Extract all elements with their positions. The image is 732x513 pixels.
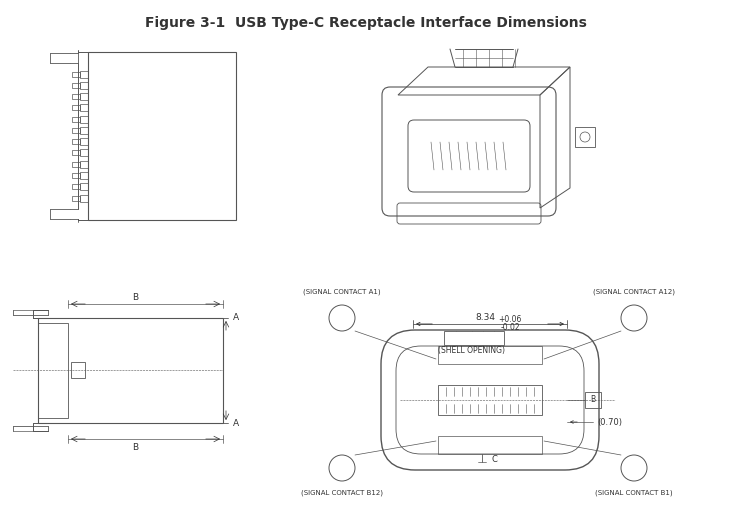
Bar [438,385,542,415]
Text: (0.70): (0.70) [597,418,622,426]
Bar [72,184,80,189]
Bar [72,94,80,99]
Bar [80,138,88,145]
Circle shape [329,305,355,331]
Bar [72,83,80,88]
Text: 8.34: 8.34 [475,312,495,322]
Text: B: B [132,444,138,452]
Bar [80,172,88,179]
Bar [72,150,80,155]
Bar [72,195,80,201]
Text: C: C [491,337,497,345]
Bar [80,194,88,202]
Bar [80,82,88,89]
Bar [80,183,88,190]
Text: C: C [496,335,501,341]
Bar [72,128,80,133]
Bar [88,52,236,220]
Text: B: B [132,292,138,302]
Text: (SIGNAL CONTACT A1): (SIGNAL CONTACT A1) [303,289,381,295]
Text: B: B [591,396,596,404]
Circle shape [621,305,647,331]
Bar [71,362,85,378]
Text: A: A [233,419,239,427]
Text: B3: B3 [337,464,347,472]
Bar [72,162,80,167]
Circle shape [329,455,355,481]
Bar [438,436,542,454]
Text: +0.06: +0.06 [498,315,522,325]
Bar [72,173,80,178]
Text: B2: B2 [629,313,639,323]
Text: B: B [485,335,490,341]
Circle shape [621,455,647,481]
Bar [80,104,88,111]
Bar [585,392,601,408]
Text: B4: B4 [629,464,639,472]
Text: A: A [474,335,479,341]
Bar [38,323,68,418]
Text: (SHELL OPENING): (SHELL OPENING) [438,346,506,356]
Bar [72,139,80,144]
Bar [80,70,88,77]
Text: ⊕: ⊕ [447,333,453,343]
Text: (SIGNAL CONTACT B1): (SIGNAL CONTACT B1) [595,490,673,496]
Text: Figure 3-1  USB Type-C Receptacle Interface Dimensions: Figure 3-1 USB Type-C Receptacle Interfa… [145,16,587,30]
Bar [72,116,80,122]
Bar [72,71,80,76]
Text: -0.02: -0.02 [500,324,520,332]
Bar [80,93,88,100]
Bar [80,127,88,134]
Text: C: C [491,455,497,464]
Bar [80,115,88,123]
Bar [444,331,504,345]
Text: (SIGNAL CONTACT B12): (SIGNAL CONTACT B12) [301,490,383,496]
Bar [575,127,595,147]
Bar [80,161,88,168]
Bar [80,149,88,156]
Text: A: A [233,313,239,323]
Bar [72,105,80,110]
Text: (SIGNAL CONTACT A12): (SIGNAL CONTACT A12) [593,289,675,295]
Text: B1: B1 [337,313,347,323]
Text: 0.04: 0.04 [456,335,472,341]
Bar [438,346,542,364]
Bar [38,318,223,423]
